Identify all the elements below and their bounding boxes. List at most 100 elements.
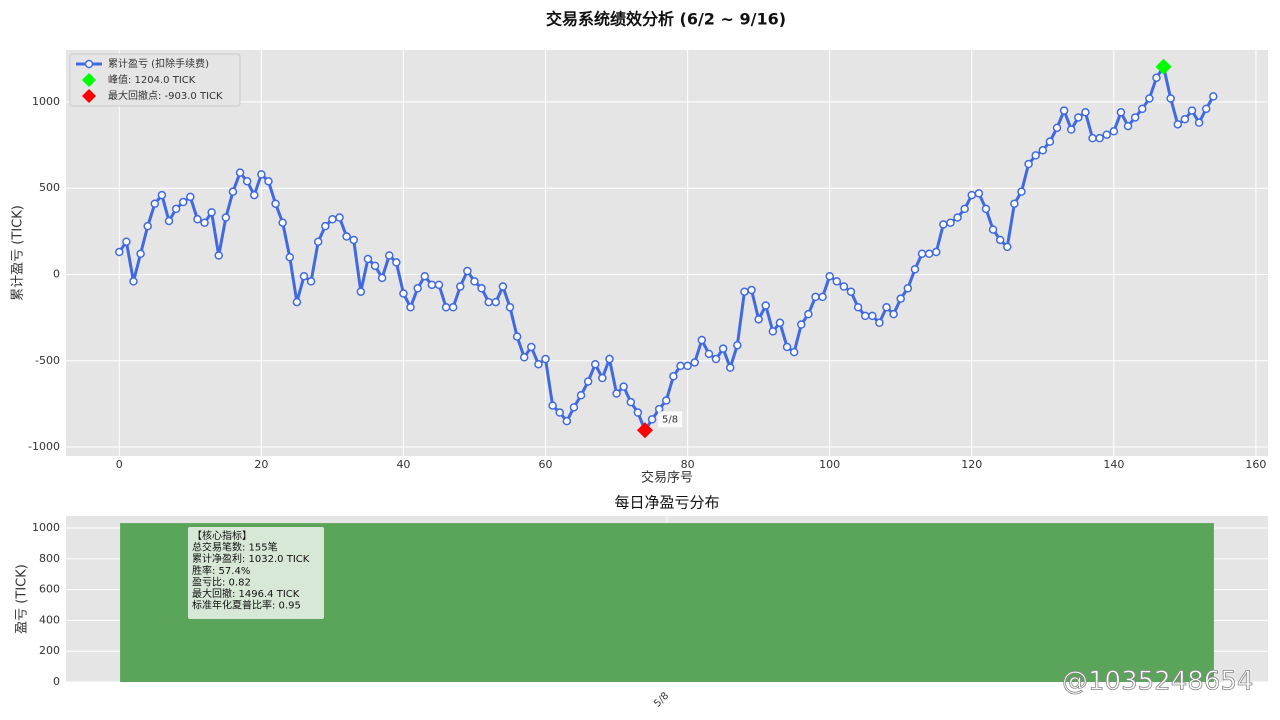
point-marker <box>171 204 181 214</box>
point-marker <box>889 309 898 319</box>
point-marker <box>626 397 636 407</box>
point-marker <box>754 315 763 324</box>
metrics-box <box>188 527 324 619</box>
metrics-line: 最大回撤: 1496.4 TICK <box>192 587 300 600</box>
point-marker <box>569 403 579 412</box>
point-marker <box>420 271 430 281</box>
point-marker <box>505 303 515 312</box>
point-marker <box>953 213 962 222</box>
x-tick-label: 5/8 <box>652 690 671 709</box>
point-marker <box>832 277 842 286</box>
point-marker <box>392 258 401 267</box>
point-marker <box>178 197 188 207</box>
point-marker <box>1130 113 1140 122</box>
point-marker <box>406 303 415 312</box>
point-marker <box>939 220 948 229</box>
metrics-line: 总交易笔数: 155笔 <box>192 541 278 554</box>
point-marker <box>519 353 529 362</box>
point-marker <box>484 297 493 307</box>
point-marker <box>967 190 977 200</box>
point-marker <box>384 251 394 260</box>
point-marker <box>228 187 238 196</box>
point-marker <box>250 190 259 200</box>
chart-title: 每日净盈亏分布 <box>614 494 719 512</box>
point-marker <box>839 282 849 291</box>
point-marker <box>136 249 145 259</box>
point-marker <box>321 221 330 231</box>
point-marker <box>1003 242 1012 252</box>
point-marker <box>676 361 685 371</box>
point-marker <box>1031 151 1040 160</box>
point-marker <box>285 252 295 262</box>
point-marker <box>477 284 486 293</box>
point-marker <box>271 199 280 208</box>
x-tick-label: 0 <box>116 458 123 471</box>
metrics-line: 【核心指标】 <box>192 529 252 542</box>
point-marker <box>193 215 202 224</box>
y-tick-label: 400 <box>39 613 60 626</box>
point-marker <box>306 277 316 286</box>
point-marker <box>264 177 273 186</box>
y-tick-label: 200 <box>39 644 60 657</box>
x-tick-label: 40 <box>396 458 410 471</box>
y-tick-label: 0 <box>53 267 60 280</box>
x-tick-label: 140 <box>1103 458 1124 471</box>
legend-marker <box>82 73 96 87</box>
y-axis-label: 盈亏 (TICK) <box>15 564 30 634</box>
point-marker <box>470 277 479 286</box>
annotation: 5/8 <box>662 414 678 425</box>
point-marker <box>995 235 1005 245</box>
point-marker <box>328 215 337 224</box>
point-marker <box>1109 127 1119 136</box>
point-marker <box>214 251 223 260</box>
point-marker <box>1059 106 1069 115</box>
x-tick-label: 60 <box>539 458 553 471</box>
point-marker <box>868 311 877 321</box>
x-tick-label: 80 <box>681 458 695 471</box>
point-marker <box>527 342 536 352</box>
point-marker <box>1024 159 1033 169</box>
point-marker <box>960 204 969 214</box>
point-marker <box>1102 130 1111 139</box>
metrics-line: 盈亏比: 0.82 <box>192 576 251 588</box>
point-marker <box>235 168 245 177</box>
point-marker <box>1123 121 1133 131</box>
point-marker <box>612 389 621 398</box>
point-marker <box>988 225 998 234</box>
point-marker <box>1209 92 1218 101</box>
point-marker <box>335 213 344 222</box>
point-marker <box>349 235 358 245</box>
point-marker <box>704 349 714 359</box>
point-marker <box>356 287 366 296</box>
point-marker <box>1138 104 1147 114</box>
y-axis-label: 累计盈亏 (TICK) <box>11 205 26 301</box>
point-marker <box>292 297 302 307</box>
y-tick-label: 500 <box>39 181 60 194</box>
point-marker <box>576 391 586 400</box>
point-marker <box>548 401 557 410</box>
point-marker <box>598 373 607 383</box>
figure-title: 交易系统绩效分析 (6/2 ~ 9/16) <box>546 10 786 29</box>
legend-marker <box>82 89 96 103</box>
point-marker <box>1081 108 1090 117</box>
point-marker <box>853 303 863 312</box>
point-marker <box>299 271 309 281</box>
point-marker <box>242 177 252 186</box>
point-marker <box>590 359 600 369</box>
point-marker <box>697 335 707 345</box>
legend-label: 最大回撤点: -903.0 TICK <box>108 89 223 102</box>
point-marker <box>413 284 422 293</box>
watermark: @1035248654 <box>1062 667 1253 697</box>
point-marker <box>143 221 152 231</box>
legend-marker <box>84 59 94 69</box>
x-axis-label: 交易序号 <box>641 470 693 486</box>
legend-box <box>69 53 241 107</box>
point-marker <box>1145 94 1154 103</box>
point-marker <box>498 282 508 291</box>
x-tick-label: 120 <box>961 458 982 471</box>
metrics-line: 累计净盈利: 1032.0 TICK <box>192 552 310 565</box>
x-tick-label: 160 <box>1245 458 1266 471</box>
point-marker <box>1088 133 1097 143</box>
metrics-line: 胜率: 57.4% <box>192 564 250 577</box>
